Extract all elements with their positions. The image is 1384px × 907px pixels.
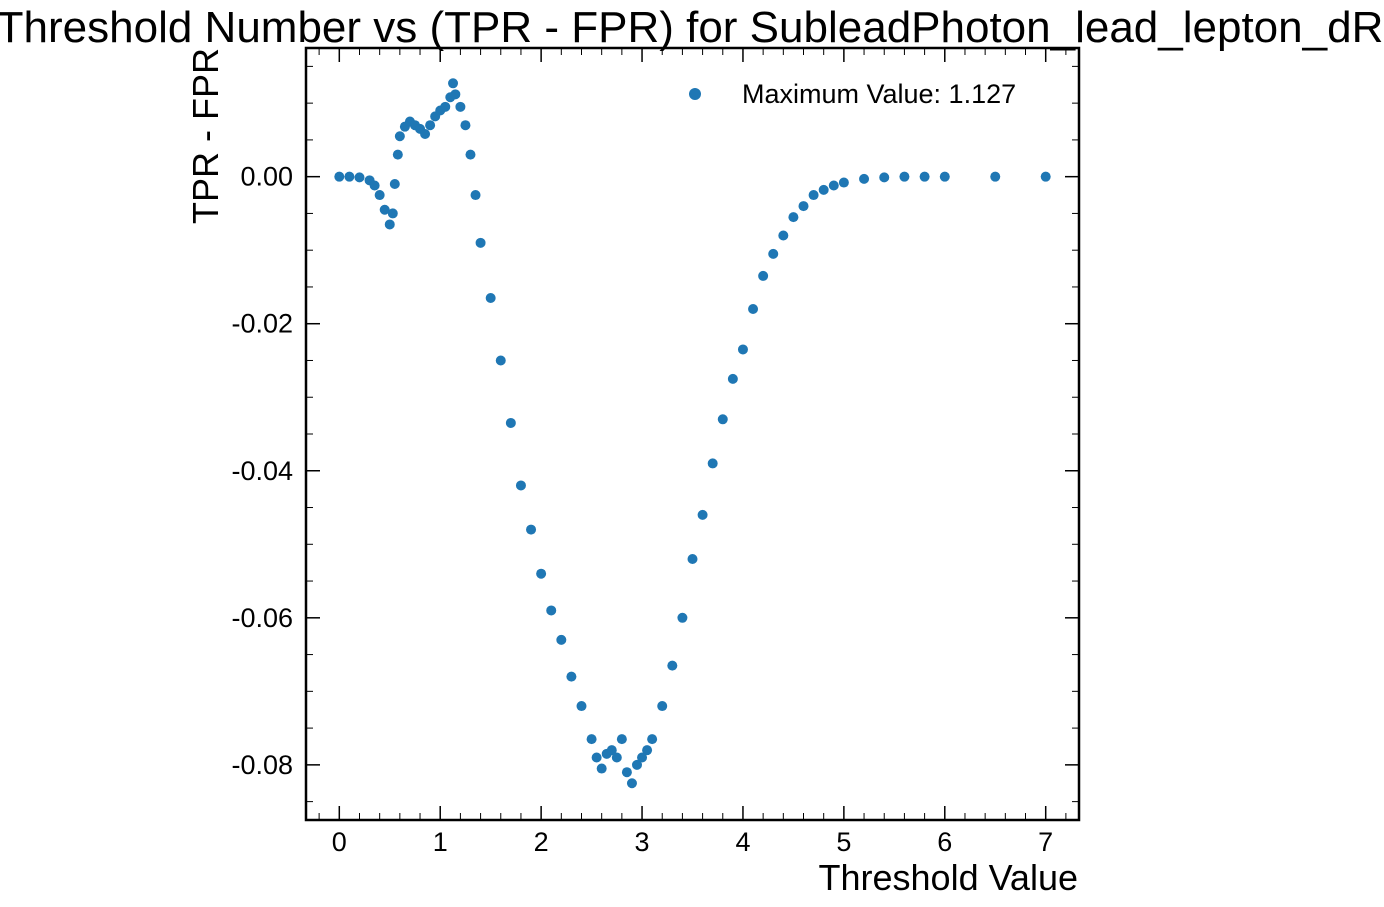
x-tick-label: 3 (635, 827, 650, 857)
data-point (621, 767, 632, 778)
data-point (515, 480, 526, 491)
data-points (334, 78, 1051, 789)
data-point (707, 458, 718, 469)
data-point (687, 553, 698, 564)
data-point (697, 509, 708, 520)
y-tick-label: -0.02 (231, 309, 293, 339)
data-point (748, 304, 759, 315)
data-point (448, 78, 459, 89)
data-point (394, 131, 405, 142)
data-point (768, 248, 779, 259)
data-point (369, 180, 380, 191)
legend: Maximum Value: 1.127 (689, 79, 1016, 109)
x-tick-label: 7 (1038, 827, 1053, 857)
data-point (758, 270, 769, 281)
data-point (919, 171, 930, 182)
data-point (637, 752, 648, 763)
data-point (657, 701, 668, 712)
data-point (465, 149, 476, 160)
data-point (384, 219, 395, 230)
data-point (485, 292, 496, 303)
data-point (611, 752, 622, 763)
data-point (808, 190, 819, 201)
data-point (859, 173, 870, 184)
data-point (838, 177, 849, 188)
data-point (420, 129, 431, 140)
y-tick-label: -0.06 (231, 603, 293, 633)
data-point (334, 171, 345, 182)
data-point (460, 120, 471, 131)
legend-marker (689, 88, 701, 100)
data-point (606, 745, 617, 756)
chart-title: Threshold Number vs (TPR - FPR) for Subl… (0, 3, 1383, 52)
x-tick-label: 4 (735, 827, 750, 857)
y-tick-label: 0.00 (240, 162, 293, 192)
data-point (389, 179, 400, 190)
data-point (576, 701, 587, 712)
data-point (591, 752, 602, 763)
data-point (556, 634, 567, 645)
data-point (788, 212, 799, 223)
data-point (939, 171, 950, 182)
data-point (450, 89, 461, 100)
x-tick-label: 6 (937, 827, 952, 857)
x-tick-label: 0 (332, 827, 347, 857)
data-point (536, 568, 547, 579)
data-point (392, 149, 403, 160)
data-point (667, 660, 678, 671)
data-point (387, 208, 398, 219)
x-tick-label: 1 (433, 827, 448, 857)
data-point (455, 101, 466, 112)
data-point (899, 171, 910, 182)
x-axis-label: Threshold Value (819, 857, 1079, 898)
data-point (374, 190, 385, 201)
data-point (475, 237, 486, 248)
data-point (546, 605, 557, 616)
data-point (596, 763, 607, 774)
data-point (828, 180, 839, 191)
data-point (631, 759, 642, 770)
data-point (354, 172, 365, 183)
plot-frame (304, 46, 1081, 822)
data-point (798, 201, 809, 212)
data-point (526, 524, 537, 535)
data-point (727, 373, 738, 384)
data-point (647, 734, 658, 745)
data-point (505, 417, 516, 428)
data-point (990, 171, 1001, 182)
data-point (586, 734, 597, 745)
data-point (677, 612, 688, 623)
data-point (879, 172, 890, 183)
data-point (642, 745, 653, 756)
data-point (566, 671, 577, 682)
data-point (495, 355, 506, 366)
x-tick-label: 2 (534, 827, 549, 857)
data-point (717, 414, 728, 425)
data-point (818, 184, 829, 195)
data-point (616, 734, 627, 745)
data-point (344, 171, 355, 182)
data-point (470, 190, 481, 201)
data-point (440, 101, 451, 112)
legend-label: Maximum Value: 1.127 (742, 79, 1016, 109)
axis-ticks: 0 1 2 3 4 5 6 7 0.00 -0.02 -0.04 -0.06 -0.08 (231, 48, 1079, 857)
y-axis-label: TPR - FPR (185, 48, 226, 224)
data-point (626, 778, 637, 789)
data-point (425, 120, 436, 131)
data-point (379, 204, 390, 215)
y-tick-label: -0.04 (231, 456, 293, 486)
x-tick-label: 5 (836, 827, 851, 857)
data-point (1040, 171, 1051, 182)
data-point (778, 230, 789, 241)
data-point (737, 344, 748, 355)
y-tick-label: -0.08 (231, 750, 293, 780)
